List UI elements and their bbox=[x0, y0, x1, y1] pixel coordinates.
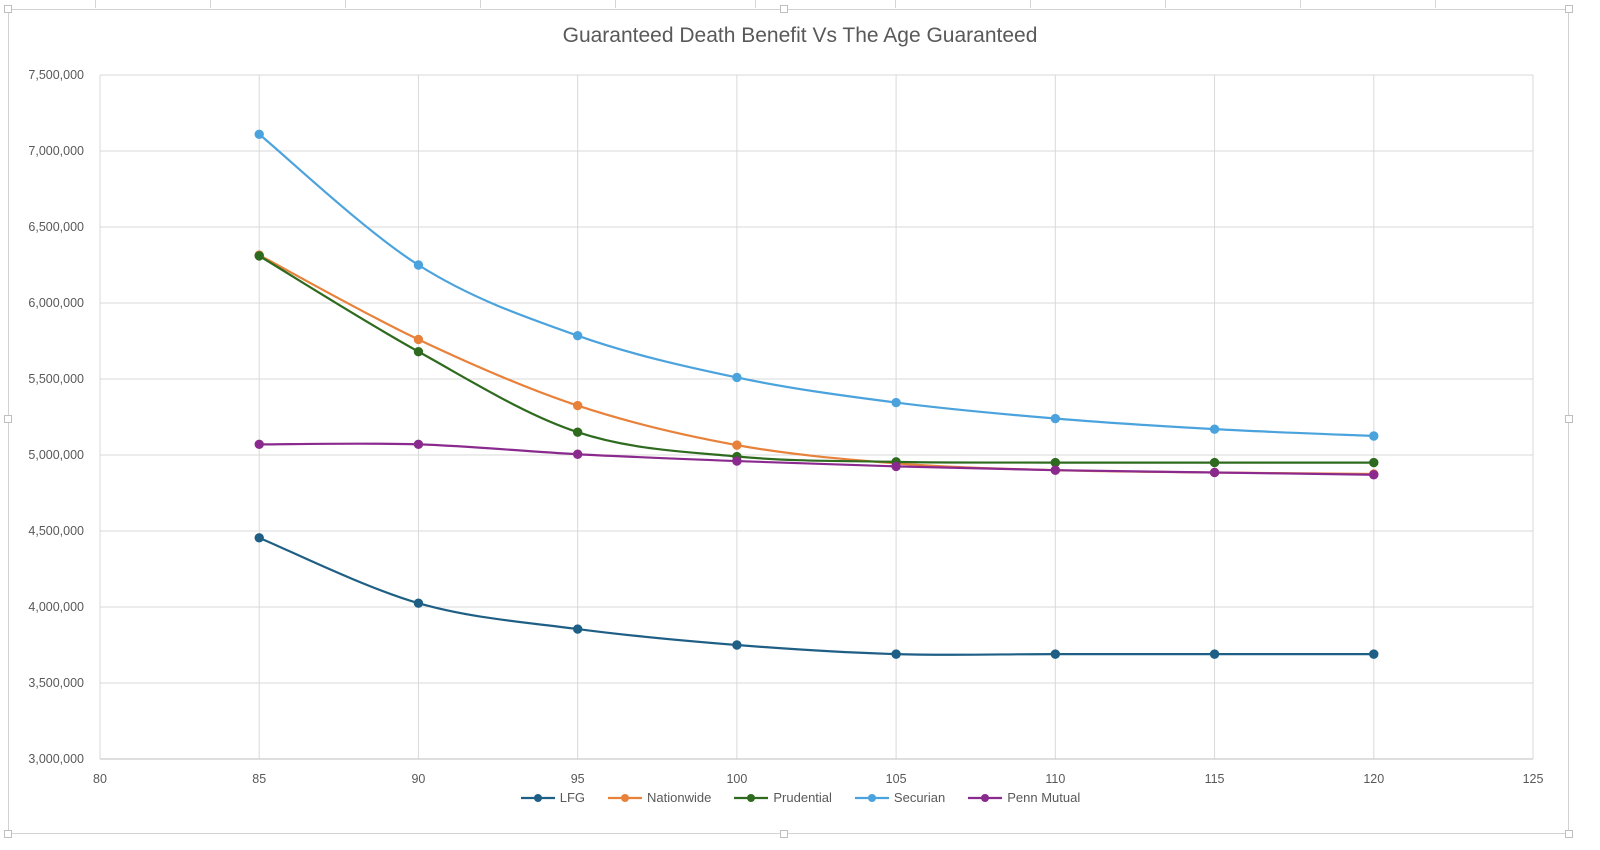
y-tick-label: 7,000,000 bbox=[28, 144, 84, 158]
y-tick-label: 5,000,000 bbox=[28, 448, 84, 462]
x-tick-label: 105 bbox=[886, 772, 907, 786]
y-tick-label: 6,500,000 bbox=[28, 220, 84, 234]
data-point-securian bbox=[572, 330, 583, 341]
data-point-prudential bbox=[1369, 457, 1379, 468]
x-tick-label: 80 bbox=[93, 772, 107, 786]
legend-item-penn-mutual: Penn Mutual bbox=[967, 790, 1080, 805]
legend-label: Prudential bbox=[773, 790, 832, 805]
y-tick-label: 3,000,000 bbox=[28, 752, 84, 766]
sheet-gridline bbox=[1300, 0, 1301, 8]
legend-item-prudential: Prudential bbox=[733, 790, 832, 805]
y-tick-label: 4,500,000 bbox=[28, 524, 84, 538]
resize-handle-left[interactable] bbox=[4, 415, 12, 423]
data-point-lfg bbox=[891, 649, 901, 659]
data-point-lfg bbox=[572, 624, 583, 634]
chart-area[interactable] bbox=[8, 9, 1569, 834]
y-tick-label: 7,500,000 bbox=[28, 68, 84, 82]
data-point-penn-mutual bbox=[891, 461, 901, 472]
data-point-securian bbox=[413, 260, 424, 270]
legend-label: Penn Mutual bbox=[1007, 790, 1081, 805]
resize-handle-top-right[interactable] bbox=[1565, 5, 1573, 13]
resize-handle-bottom[interactable] bbox=[780, 830, 788, 838]
legend-swatch-prudential bbox=[734, 793, 769, 802]
sheet-gridline bbox=[95, 0, 96, 8]
x-tick-label: 110 bbox=[1045, 772, 1065, 786]
sheet-gridline bbox=[755, 0, 756, 8]
data-point-prudential bbox=[1209, 457, 1220, 468]
data-point-penn-mutual bbox=[254, 439, 264, 450]
data-point-securian bbox=[891, 397, 901, 408]
data-point-nationwide bbox=[413, 334, 424, 345]
data-point-lfg bbox=[732, 640, 742, 650]
y-tick-label: 5,500,000 bbox=[28, 372, 84, 386]
x-tick-label: 115 bbox=[1205, 772, 1225, 786]
legend-swatch-penn-mutual bbox=[968, 793, 1003, 802]
data-point-securian bbox=[1369, 431, 1379, 441]
resize-handle-bottom-left[interactable] bbox=[4, 830, 12, 838]
data-point-securian bbox=[1050, 413, 1061, 424]
data-point-lfg bbox=[254, 533, 264, 543]
sheet-gridline bbox=[895, 0, 896, 8]
x-tick-label: 85 bbox=[252, 772, 266, 786]
data-point-nationwide bbox=[572, 400, 583, 411]
data-point-prudential bbox=[413, 346, 424, 357]
resize-handle-right[interactable] bbox=[1565, 415, 1573, 423]
legend-swatch-securian bbox=[854, 793, 889, 802]
data-point-penn-mutual bbox=[1209, 467, 1220, 478]
resize-handle-top-left[interactable] bbox=[4, 5, 12, 13]
data-point-nationwide bbox=[732, 440, 742, 450]
legend-label: Securian bbox=[893, 790, 946, 805]
sheet-gridline bbox=[615, 0, 616, 8]
data-point-lfg bbox=[1050, 649, 1061, 659]
legend-item-lfg: LFG bbox=[520, 790, 585, 805]
legend-item-nationwide: Nationwide bbox=[607, 790, 711, 805]
x-tick-label: 125 bbox=[1523, 772, 1544, 786]
data-point-penn-mutual bbox=[1369, 470, 1379, 480]
legend-label: LFG bbox=[559, 790, 586, 805]
series-line-lfg bbox=[258, 536, 1375, 656]
series-line-securian bbox=[258, 133, 1375, 438]
legend-swatch-lfg bbox=[520, 793, 555, 802]
legend-swatch-nationwide bbox=[608, 793, 643, 802]
data-point-penn-mutual bbox=[1050, 465, 1061, 475]
data-point-securian bbox=[1209, 424, 1220, 434]
chart-title: Guaranteed Death Benefit Vs The Age Guar… bbox=[562, 24, 1038, 47]
sheet-column-strip bbox=[0, 0, 1600, 8]
data-point-lfg bbox=[1209, 649, 1220, 659]
data-point-securian bbox=[254, 129, 264, 139]
resize-handle-top[interactable] bbox=[780, 5, 788, 13]
series-line-nationwide bbox=[258, 254, 1375, 476]
x-tick-label: 120 bbox=[1363, 772, 1384, 786]
legend-item-securian: Securian bbox=[854, 790, 945, 805]
resize-handle-bottom-right[interactable] bbox=[1565, 830, 1573, 838]
data-point-penn-mutual bbox=[732, 456, 742, 466]
sheet-gridline bbox=[480, 0, 481, 8]
data-point-prudential bbox=[254, 251, 264, 261]
data-point-penn-mutual bbox=[413, 439, 424, 450]
data-point-prudential bbox=[572, 427, 583, 437]
sheet-gridline bbox=[1165, 0, 1166, 8]
sheet-gridline bbox=[1435, 0, 1436, 8]
series-line-prudential bbox=[258, 254, 1375, 464]
y-tick-label: 3,500,000 bbox=[28, 676, 84, 690]
series-line-penn-mutual bbox=[258, 442, 1375, 476]
data-point-lfg bbox=[1369, 649, 1379, 659]
data-point-penn-mutual bbox=[572, 449, 583, 459]
data-point-lfg bbox=[413, 598, 424, 608]
y-tick-label: 6,000,000 bbox=[28, 296, 84, 310]
x-tick-label: 95 bbox=[571, 772, 585, 786]
sheet-gridline bbox=[345, 0, 346, 8]
chart-legend: LFG Nationwide Prudential Securian Penn Mutu… bbox=[0, 790, 1600, 805]
legend-label: Nationwide bbox=[647, 790, 712, 805]
sheet-gridline bbox=[1030, 0, 1031, 8]
x-tick-label: 100 bbox=[726, 772, 747, 786]
data-point-securian bbox=[732, 372, 742, 383]
x-tick-label: 90 bbox=[411, 772, 425, 786]
sheet-gridline bbox=[210, 0, 211, 8]
y-tick-label: 4,000,000 bbox=[28, 600, 84, 614]
